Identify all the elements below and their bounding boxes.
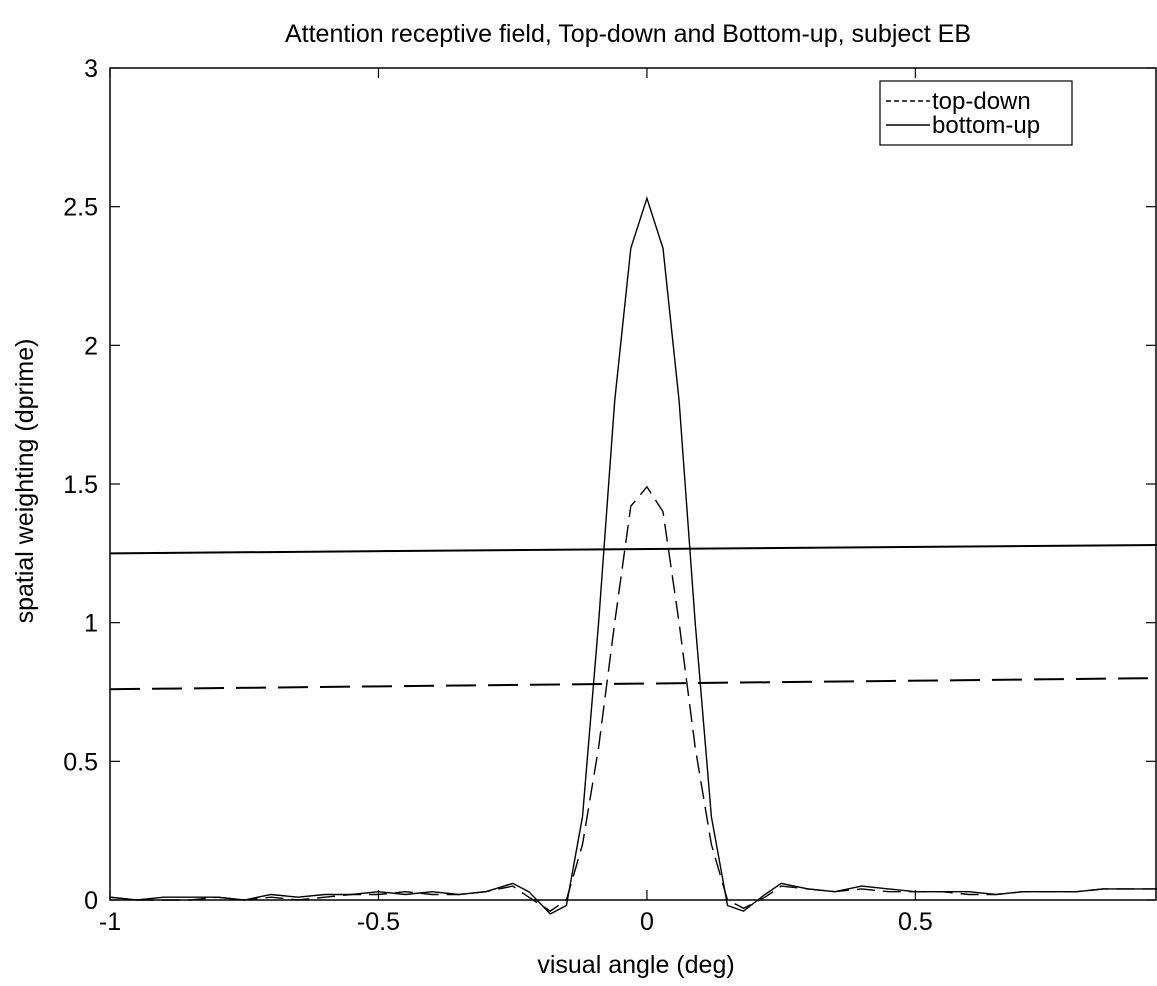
- legend-label-bottom-up: bottom-up: [932, 112, 1040, 139]
- chart-title: Attention receptive field, Top-down and …: [285, 20, 971, 48]
- y-tick-label: 0.5: [63, 748, 98, 776]
- x-tick-label: 0.5: [898, 908, 933, 936]
- legend-box: [879, 80, 1073, 146]
- y-tick-label: 1.5: [63, 471, 98, 499]
- x-tick-label: -1: [99, 908, 121, 936]
- plot-area: [109, 67, 1157, 915]
- x-axis-label: visual angle (deg): [537, 951, 734, 979]
- y-tick-label: 0: [84, 887, 98, 915]
- y-axis-label: spatial weighting (dprime): [11, 339, 39, 624]
- plot-frame: [109, 67, 1157, 901]
- x-tick-label: -0.5: [357, 908, 400, 936]
- y-tick-label: 2.5: [63, 194, 98, 222]
- y-tick-label: 2: [84, 332, 98, 360]
- y-axis: 0 0.5 1 1.5 2 2.5 3: [63, 55, 1156, 915]
- series-line-bottom-up: [109, 196, 1157, 915]
- x-tick-label: 0: [640, 908, 654, 936]
- legend-label-top-down: top-down: [932, 88, 1031, 115]
- y-tick-label: 1: [84, 610, 98, 638]
- y-tick-label: 3: [84, 55, 98, 83]
- x-axis: -1 -0.5 0 0.5: [99, 68, 933, 936]
- reference-line-solid: [109, 544, 1157, 555]
- reference-line-dashed: [109, 677, 1157, 691]
- series-line-top-down: [109, 485, 1157, 912]
